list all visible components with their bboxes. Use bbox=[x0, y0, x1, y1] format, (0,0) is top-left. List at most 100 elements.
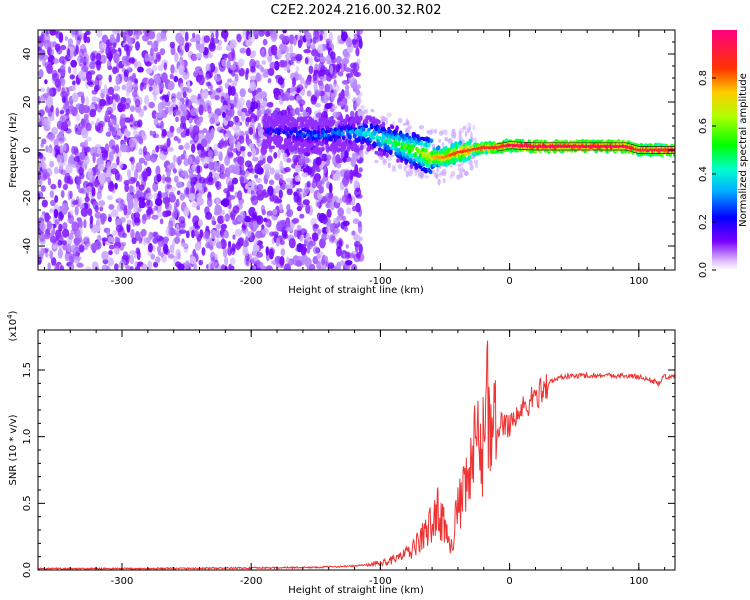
noise-cell bbox=[175, 232, 181, 238]
noise-cell bbox=[313, 30, 319, 37]
signal-cell bbox=[425, 153, 429, 157]
noise-cell bbox=[135, 230, 140, 242]
noise-cell bbox=[216, 44, 223, 51]
noise-cell bbox=[311, 232, 319, 242]
signal-cell bbox=[436, 145, 441, 151]
signal-cell bbox=[294, 127, 298, 132]
noise-cell bbox=[248, 127, 254, 135]
noise-cell bbox=[98, 98, 105, 110]
signal-edge bbox=[496, 141, 675, 147]
noise-cell bbox=[167, 254, 175, 259]
noise-cell bbox=[165, 175, 172, 186]
noise-cell bbox=[149, 130, 154, 137]
noise-cell bbox=[109, 38, 117, 44]
noise-cell bbox=[151, 65, 158, 72]
noise-cell bbox=[108, 126, 116, 133]
noise-cell bbox=[320, 95, 326, 104]
noise-cell bbox=[253, 30, 260, 38]
noise-cell bbox=[403, 165, 407, 173]
noise-cell bbox=[44, 233, 50, 240]
noise-cell bbox=[343, 170, 351, 181]
noise-cell bbox=[328, 234, 336, 244]
noise-cell bbox=[84, 196, 90, 203]
noise-cell bbox=[293, 37, 297, 46]
noise-cell bbox=[73, 255, 81, 264]
noise-cell bbox=[75, 103, 83, 110]
noise-cell bbox=[199, 229, 204, 239]
noise-cell bbox=[303, 111, 310, 117]
y-tick-label: 0.5 bbox=[22, 495, 33, 511]
noise-cell bbox=[209, 62, 216, 73]
noise-cell bbox=[54, 43, 61, 52]
noise-cell bbox=[158, 82, 165, 90]
noise-cell bbox=[198, 259, 203, 266]
signal-cell bbox=[355, 145, 360, 151]
noise-cell bbox=[404, 127, 409, 133]
noise-cell bbox=[47, 111, 53, 118]
noise-cell bbox=[351, 230, 356, 236]
noise-cell bbox=[355, 88, 361, 96]
noise-cell bbox=[84, 241, 91, 247]
noise-cell bbox=[168, 220, 174, 231]
noise-cell bbox=[107, 59, 112, 70]
colorbar-ticks: 0.00.20.40.60.8 bbox=[698, 70, 716, 278]
signal-cell bbox=[364, 119, 369, 125]
signal-cell bbox=[285, 127, 290, 132]
noise-cell bbox=[286, 203, 291, 212]
noise-cell bbox=[256, 137, 263, 148]
noise-cell bbox=[472, 124, 476, 131]
noise-cell bbox=[162, 148, 169, 156]
noise-cell bbox=[244, 215, 252, 223]
noise-cell bbox=[68, 262, 75, 270]
noise-cell bbox=[241, 107, 248, 113]
noise-cell bbox=[198, 69, 204, 80]
noise-cell bbox=[177, 263, 185, 270]
noise-cell bbox=[341, 80, 350, 85]
noise-cell bbox=[190, 186, 195, 195]
noise-cell bbox=[358, 38, 363, 50]
noise-cell bbox=[274, 172, 281, 181]
noise-cell bbox=[54, 78, 61, 88]
noise-cell bbox=[260, 145, 267, 156]
noise-cell bbox=[470, 131, 473, 139]
noise-cell bbox=[181, 170, 189, 178]
noise-cell bbox=[351, 38, 358, 45]
noise-cell bbox=[325, 154, 332, 161]
noise-cell bbox=[245, 67, 250, 75]
noise-cell bbox=[354, 71, 362, 77]
signal-cell bbox=[468, 138, 473, 144]
noise-cell bbox=[165, 167, 171, 177]
noise-cell bbox=[316, 260, 322, 270]
noise-cell bbox=[107, 216, 112, 223]
noise-cell bbox=[162, 174, 166, 184]
noise-cell bbox=[263, 163, 271, 171]
noise-cell bbox=[49, 133, 55, 142]
noise-cell bbox=[303, 167, 307, 173]
noise-cell bbox=[176, 127, 183, 134]
signal-cell bbox=[426, 142, 431, 148]
noise-cell bbox=[130, 177, 137, 183]
signal-cell bbox=[340, 122, 344, 127]
signal-cell bbox=[381, 131, 386, 136]
y-tick-label: 1.0 bbox=[22, 429, 33, 445]
noise-cell bbox=[228, 164, 236, 174]
signal-cell bbox=[377, 128, 381, 134]
noise-cell bbox=[169, 243, 175, 254]
noise-cell bbox=[458, 171, 463, 175]
noise-cell bbox=[207, 105, 212, 114]
noise-cell bbox=[116, 33, 120, 43]
noise-cell bbox=[141, 130, 145, 139]
noise-cell bbox=[239, 175, 244, 185]
noise-cell bbox=[185, 230, 190, 239]
noise-cell bbox=[95, 60, 102, 66]
noise-cell bbox=[222, 111, 226, 118]
noise-cell bbox=[256, 100, 261, 111]
noise-cell bbox=[273, 87, 281, 96]
noise-cell bbox=[261, 209, 266, 216]
noise-cell bbox=[344, 251, 351, 259]
noise-cell bbox=[134, 216, 141, 226]
noise-cell bbox=[38, 96, 41, 105]
noise-cell bbox=[293, 158, 298, 165]
noise-cell bbox=[386, 112, 392, 118]
noise-cell bbox=[231, 243, 236, 252]
